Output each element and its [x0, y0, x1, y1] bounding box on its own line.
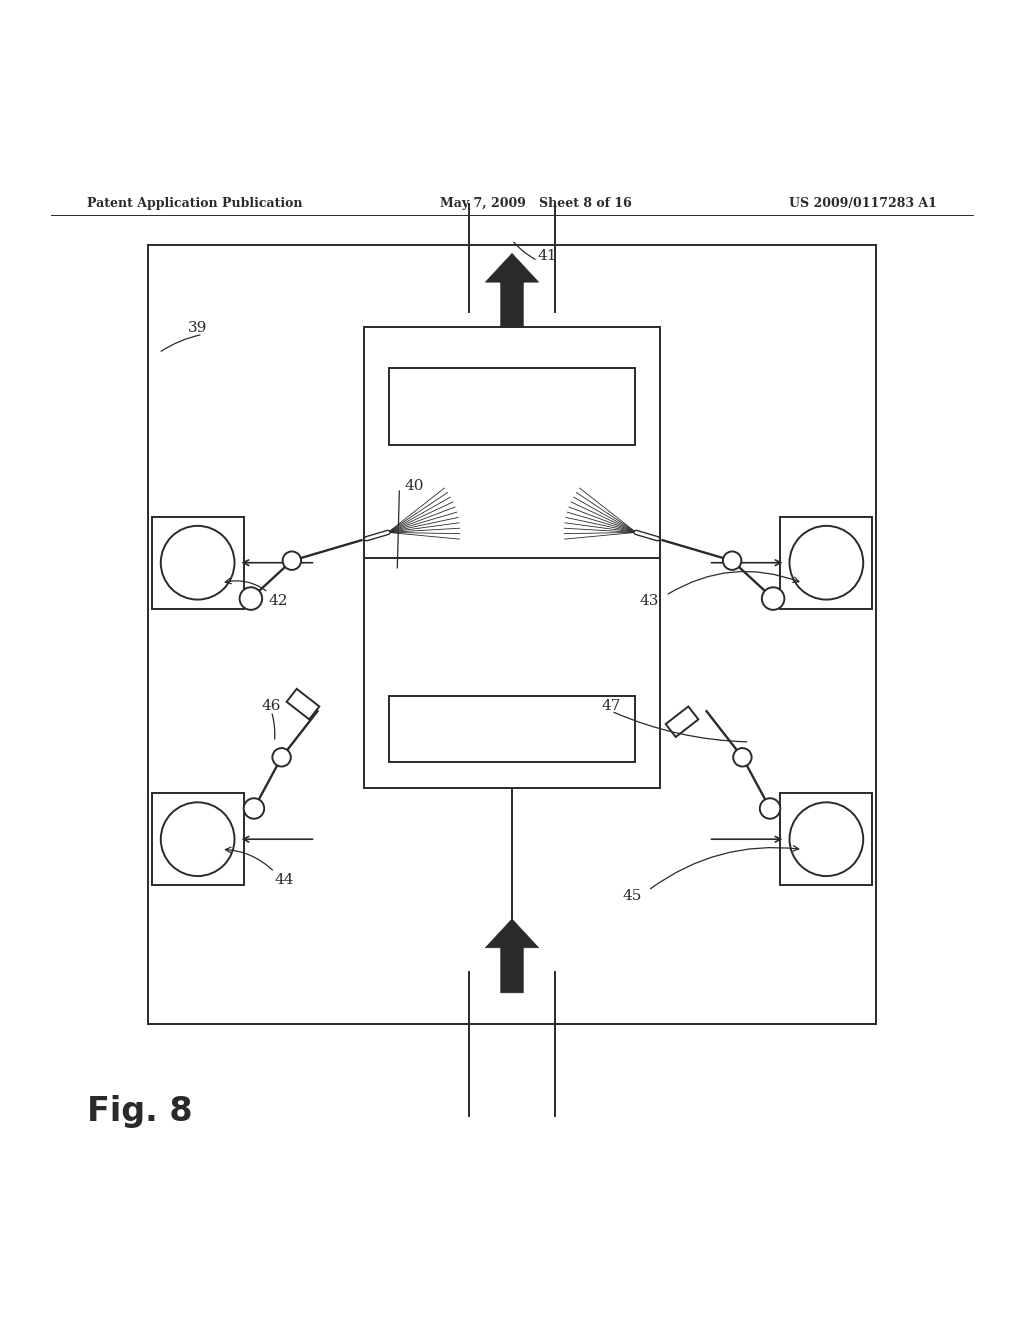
Circle shape [733, 748, 752, 767]
Text: 40: 40 [404, 479, 424, 492]
Bar [148, 246, 876, 1023]
Text: May 7, 2009   Sheet 8 of 16: May 7, 2009 Sheet 8 of 16 [440, 197, 632, 210]
Text: US 2009/0117283 A1: US 2009/0117283 A1 [790, 197, 937, 210]
Circle shape [790, 525, 863, 599]
Bar [666, 706, 698, 737]
Text: 43: 43 [640, 594, 659, 607]
Circle shape [272, 748, 291, 767]
Circle shape [790, 803, 863, 876]
Text: 42: 42 [268, 594, 288, 607]
Text: Patent Application Publication: Patent Application Publication [87, 197, 302, 210]
Text: 41: 41 [538, 248, 557, 263]
Text: 39: 39 [187, 321, 207, 335]
Bar [152, 516, 244, 609]
Text: 44: 44 [274, 873, 294, 887]
Text: Fig. 8: Fig. 8 [87, 1096, 193, 1129]
Circle shape [161, 803, 234, 876]
Circle shape [723, 552, 741, 570]
FancyArrow shape [485, 253, 539, 327]
Circle shape [762, 587, 784, 610]
Bar [287, 689, 319, 719]
Bar [364, 327, 660, 788]
FancyArrow shape [485, 919, 539, 993]
Text: 45: 45 [623, 888, 642, 903]
Circle shape [240, 587, 262, 610]
Bar [152, 793, 244, 886]
Bar [780, 516, 872, 609]
Circle shape [283, 552, 301, 570]
Bar [389, 696, 635, 763]
Bar [780, 793, 872, 886]
Circle shape [244, 799, 264, 818]
Bar [389, 368, 635, 445]
Text: 47: 47 [601, 700, 621, 713]
Circle shape [161, 525, 234, 599]
Circle shape [760, 799, 780, 818]
Text: 46: 46 [261, 700, 281, 713]
